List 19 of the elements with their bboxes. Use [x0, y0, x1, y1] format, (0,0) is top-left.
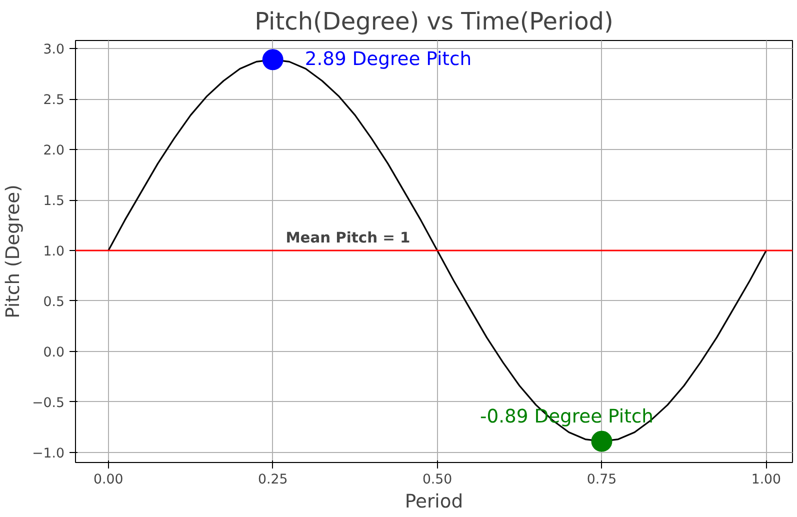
y-tick-label: −1.0 — [32, 446, 65, 462]
y-tick-label: 1.5 — [43, 194, 65, 210]
ref-line-label: Mean Pitch = 1 — [286, 229, 410, 246]
x-tick-label: 0.25 — [258, 472, 288, 488]
y-tick-label: 0.0 — [43, 345, 65, 360]
y-axis-title: Pitch (Degree) — [3, 184, 24, 318]
y-tick-label: 2.0 — [43, 144, 65, 159]
y-tick-label: 2.5 — [43, 93, 65, 108]
y-tick-label: −0.5 — [32, 396, 65, 411]
x-tick-label: 0.75 — [586, 472, 617, 488]
chart-title: Pitch(Degree) vs Time(Period) — [254, 8, 614, 36]
x-axis-title: Period — [404, 492, 464, 512]
y-tick-label: 0.5 — [43, 294, 65, 310]
y-tick-label: 1.0 — [43, 244, 65, 260]
x-tick-label: 1.00 — [751, 472, 782, 488]
x-tick-label: 0.50 — [422, 472, 452, 488]
y-tick-label: 3.0 — [43, 42, 65, 58]
x-tick-label: 0.00 — [94, 472, 124, 488]
annotation: 2.89 Degree Pitch — [304, 49, 472, 70]
